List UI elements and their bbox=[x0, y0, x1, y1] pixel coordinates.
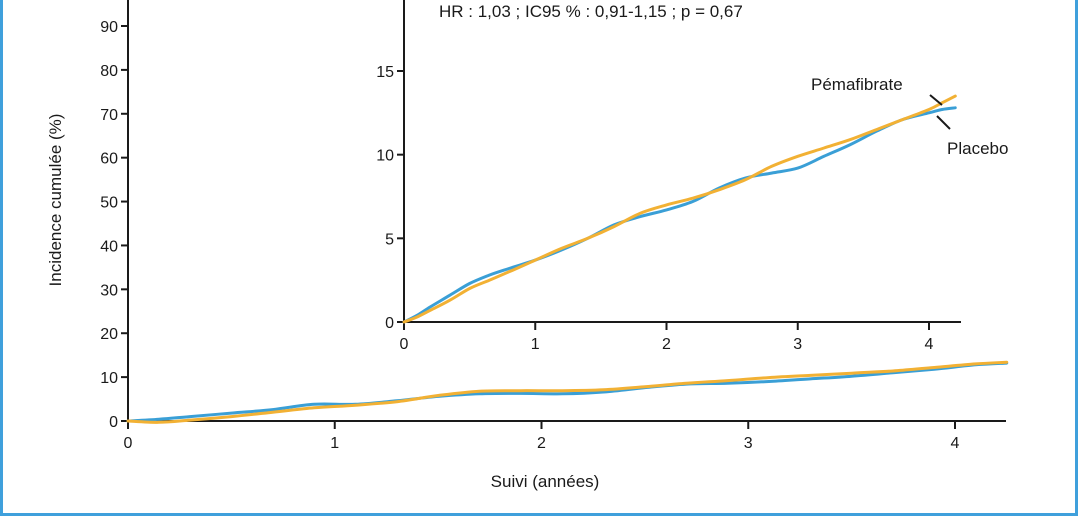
placebo-series-line bbox=[402, 106, 957, 324]
inset-series bbox=[402, 94, 957, 324]
y-tick-label: 30 bbox=[100, 282, 118, 299]
y-tick-label: 10 bbox=[376, 148, 394, 165]
inset-x-ticks: 0 1 2 3 4 bbox=[400, 322, 934, 353]
pemafibrate-series-line bbox=[126, 360, 1009, 424]
inset-chart: 0 5 10 15 0 1 2 3 4 HR : 1,03 ; IC95 % : 0,91-1… bbox=[376, 0, 1008, 353]
x-tick-label: 2 bbox=[537, 435, 546, 452]
x-tick-label: 0 bbox=[400, 336, 409, 353]
placebo-series-line bbox=[126, 361, 1009, 423]
pemafibrate-leader-line bbox=[929, 94, 943, 106]
x-tick-label: 4 bbox=[951, 435, 960, 452]
x-tick-label: 3 bbox=[744, 435, 753, 452]
x-tick-label: 1 bbox=[531, 336, 540, 353]
main-x-axis-label: Suivi (années) bbox=[491, 472, 600, 491]
y-tick-label: 90 bbox=[100, 19, 118, 36]
y-tick-label: 10 bbox=[100, 370, 118, 387]
pemafibrate-label: Pémafibrate bbox=[811, 75, 903, 94]
y-tick-label: 20 bbox=[100, 326, 118, 343]
y-tick-label: 60 bbox=[100, 151, 118, 168]
y-tick-label: 0 bbox=[109, 414, 118, 431]
inset-y-ticks: 0 5 10 15 bbox=[376, 64, 404, 332]
y-tick-label: 15 bbox=[376, 64, 394, 81]
placebo-leader-line bbox=[936, 115, 951, 130]
pemafibrate-series-line bbox=[402, 94, 957, 324]
y-tick-label: 50 bbox=[100, 195, 118, 212]
x-tick-label: 2 bbox=[662, 336, 671, 353]
placebo-label: Placebo bbox=[947, 139, 1008, 158]
hr-annotation: HR : 1,03 ; IC95 % : 0,91-1,15 ; p = 0,6… bbox=[439, 2, 743, 21]
y-tick-label: 80 bbox=[100, 63, 118, 80]
y-tick-label: 5 bbox=[385, 231, 394, 248]
main-y-ticks: 0 10 20 30 40 50 60 70 80 90 bbox=[100, 19, 128, 431]
x-tick-label: 1 bbox=[330, 435, 339, 452]
y-tick-label: 70 bbox=[100, 107, 118, 124]
main-x-ticks: 0 1 2 3 4 bbox=[124, 421, 960, 452]
main-series bbox=[126, 360, 1009, 424]
y-tick-label: 40 bbox=[100, 238, 118, 255]
x-tick-label: 0 bbox=[124, 435, 133, 452]
main-y-axis-label: Incidence cumulée (%) bbox=[46, 114, 65, 287]
x-tick-label: 3 bbox=[793, 336, 802, 353]
y-tick-label: 0 bbox=[385, 315, 394, 332]
x-tick-label: 4 bbox=[925, 336, 934, 353]
